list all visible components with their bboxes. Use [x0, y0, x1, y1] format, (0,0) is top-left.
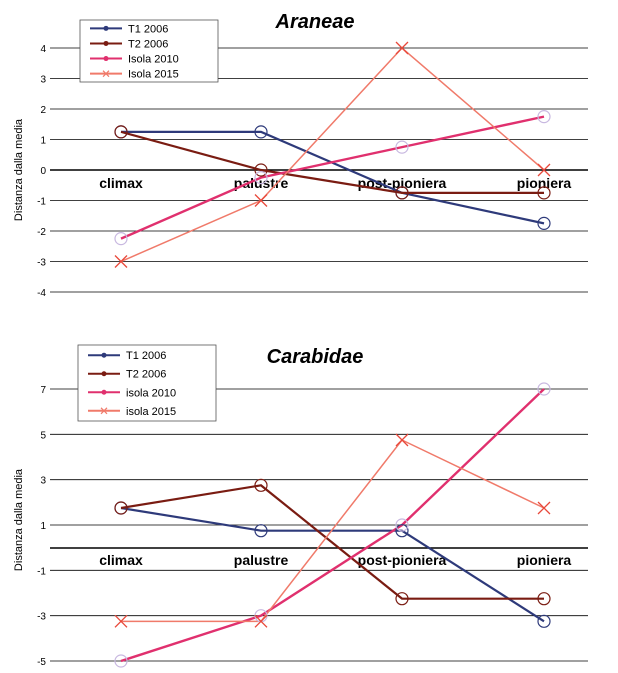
y-tick-label: 3	[40, 476, 46, 487]
series-line	[120, 115, 545, 240]
legend-marker	[101, 371, 107, 377]
legend-box	[79, 19, 219, 83]
x-category-label: pioniera	[517, 552, 572, 568]
series-line	[121, 130, 545, 225]
legend-label: isola 2015	[126, 406, 176, 418]
legend-marker	[100, 407, 108, 415]
data-point-marker	[254, 478, 268, 492]
data-point-marker	[537, 216, 551, 230]
x-category-label: post-pioniera	[358, 175, 447, 191]
legend-marker	[103, 56, 109, 62]
y-tick-label: -5	[37, 657, 46, 668]
legend-label: isola 2010	[126, 387, 176, 399]
data-point-x-marker	[537, 501, 551, 515]
legend-marker	[101, 352, 107, 358]
chart-title: Carabidae	[267, 346, 364, 368]
y-tick-label: 1	[40, 521, 46, 532]
data-point-x-marker	[254, 614, 268, 628]
legend-marker	[103, 40, 109, 46]
data-point-marker	[537, 110, 551, 124]
legend-label: T1 2006	[128, 23, 168, 35]
data-point-marker	[537, 614, 551, 628]
legend-label: T2 2006	[128, 38, 168, 50]
data-point-marker	[254, 524, 268, 538]
data-point-marker	[395, 140, 409, 154]
series-line	[120, 130, 544, 194]
data-point-marker	[114, 501, 128, 515]
data-point-x-marker	[537, 163, 551, 177]
y-tick-label: -2	[37, 227, 46, 238]
legend-marker	[103, 25, 109, 31]
y-tick-label: -1	[37, 197, 46, 208]
y-tick-label: 3	[40, 75, 46, 86]
y-axis-label: Distanza dalla media	[13, 118, 25, 221]
legend-label: Isola 2010	[128, 54, 179, 66]
x-category-label: pioniera	[517, 175, 572, 191]
data-point-marker	[114, 125, 128, 139]
data-point-marker	[254, 171, 268, 185]
y-tick-label: 5	[40, 430, 46, 441]
legend-label: T2 2006	[126, 369, 166, 381]
data-point-marker	[254, 163, 268, 177]
x-category-label: climax	[99, 552, 143, 568]
data-point-marker	[254, 125, 268, 139]
y-tick-label: -1	[37, 566, 46, 577]
y-tick-label: 7	[40, 385, 46, 396]
y-tick-label: 0	[40, 166, 46, 177]
chart-title: Araneae	[275, 11, 355, 33]
legend-label: Isola 2015	[128, 69, 179, 81]
data-point-marker	[114, 232, 128, 246]
data-point-x-marker	[114, 614, 128, 628]
legend-label: T1 2006	[126, 350, 166, 362]
data-point-x-marker	[114, 255, 128, 268]
data-point-marker	[537, 186, 551, 200]
y-tick-label: -4	[37, 288, 46, 299]
data-point-marker	[395, 518, 409, 532]
data-point-marker	[395, 524, 409, 538]
y-tick-label: -3	[37, 612, 46, 623]
y-tick-label: 1	[40, 136, 46, 147]
x-category-label: post-pioniera	[358, 552, 447, 568]
data-point-marker	[114, 654, 128, 668]
data-point-x-marker	[254, 194, 268, 207]
data-point-marker	[537, 382, 551, 396]
y-tick-label: -3	[37, 258, 46, 269]
data-point-marker	[395, 592, 409, 606]
y-tick-label: 2	[40, 105, 46, 116]
series-line	[120, 46, 545, 263]
data-point-marker	[395, 186, 409, 200]
x-category-label: palustre	[234, 552, 289, 568]
series-line	[120, 484, 544, 600]
legend-marker	[101, 389, 107, 395]
data-point-x-marker	[395, 41, 409, 55]
x-category-label: climax	[99, 175, 143, 191]
data-point-marker	[537, 592, 551, 606]
y-tick-label: 4	[40, 44, 46, 55]
legend-marker	[102, 70, 110, 78]
y-axis-label: Distanza dalla media	[13, 468, 25, 571]
series-line	[120, 388, 545, 663]
data-point-x-marker	[395, 433, 409, 447]
series-line	[121, 439, 545, 623]
x-category-label: palustre	[234, 175, 289, 191]
